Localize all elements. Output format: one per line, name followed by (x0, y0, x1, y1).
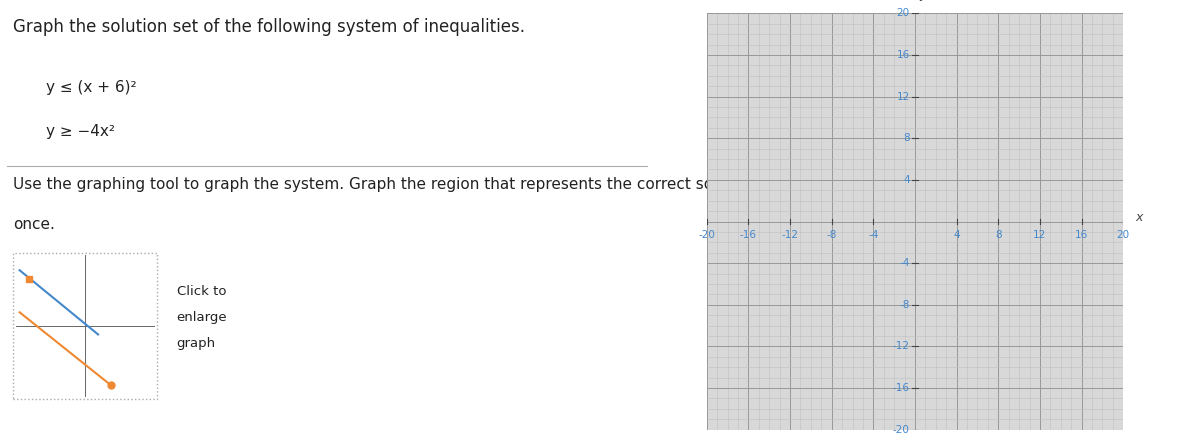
Text: graph: graph (176, 337, 216, 350)
Bar (13, 253, 157, 399)
Text: -20: -20 (698, 230, 715, 240)
Text: -16: -16 (740, 230, 757, 240)
Text: 4: 4 (953, 230, 960, 240)
Text: 16: 16 (896, 50, 910, 60)
Text: 20: 20 (1117, 230, 1129, 240)
Text: 16: 16 (1075, 230, 1088, 240)
Text: y ≤ (x + 6)²: y ≤ (x + 6)² (46, 80, 137, 95)
Text: Use the graphing tool to graph the system. Graph the region that represents the : Use the graphing tool to graph the syste… (13, 177, 793, 192)
Text: -12: -12 (781, 230, 798, 240)
Text: enlarge: enlarge (176, 311, 227, 324)
Text: -20: -20 (893, 425, 910, 435)
Text: Click to: Click to (176, 285, 226, 298)
Text: y: y (919, 0, 926, 1)
Text: -4: -4 (900, 258, 910, 268)
Text: once.: once. (13, 217, 55, 232)
Text: -4: -4 (868, 230, 878, 240)
Text: -8: -8 (827, 230, 836, 240)
Text: y ≥ −4x²: y ≥ −4x² (46, 124, 115, 139)
Text: -16: -16 (893, 383, 910, 393)
Text: 12: 12 (1033, 230, 1046, 240)
Text: 12: 12 (896, 92, 910, 101)
Text: -8: -8 (900, 300, 910, 310)
Text: 8: 8 (995, 230, 1002, 240)
Text: 8: 8 (904, 133, 910, 143)
Text: 20: 20 (896, 8, 910, 18)
Text: x: x (1135, 211, 1144, 224)
Text: -12: -12 (893, 342, 910, 351)
Text: 4: 4 (904, 175, 910, 185)
Text: Graph the solution set of the following system of inequalities.: Graph the solution set of the following … (13, 18, 526, 36)
